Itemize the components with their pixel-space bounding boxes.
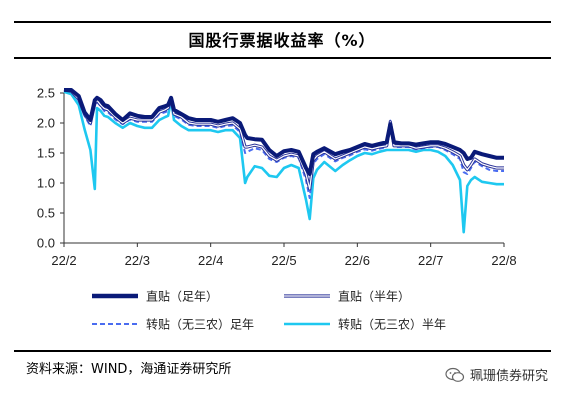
x-tick-label: 22/8	[491, 253, 516, 268]
bottom-rule	[14, 350, 551, 352]
watermark-text: 珮珊债券研究	[469, 369, 548, 384]
x-tick-label: 22/6	[345, 253, 370, 268]
x-tick-label: 22/2	[51, 253, 76, 268]
x-tick-label: 22/4	[198, 253, 223, 268]
series-line	[63, 90, 504, 234]
y-tick-label: 1.0	[37, 176, 55, 191]
source-note: 资料来源：WIND，海通证券研究所	[26, 362, 232, 377]
legend-label: 直贴（足年）	[146, 290, 218, 304]
x-tick-label: 22/5	[271, 253, 296, 268]
series-line	[64, 88, 504, 176]
y-tick-label: 0.0	[37, 236, 55, 251]
series-line-inner	[63, 89, 504, 190]
watermark: 珮珊债券研究	[445, 365, 548, 384]
series-line-outer	[63, 88, 504, 191]
legend-label: 转贴（无三农）足年	[146, 317, 254, 332]
x-tick-label: 22/7	[418, 253, 443, 268]
y-tick-label: 1.5	[37, 146, 55, 161]
wechat-icon	[445, 367, 465, 382]
title-rule	[14, 57, 551, 59]
legend-label: 转贴（无三农）半年	[338, 317, 446, 332]
legend-label: 直贴（半年）	[338, 290, 410, 304]
line-chart: 0.0 0.5 1.0 1.5 2.0 2.5 22/2 22/3 22/4 22/5 22/6 22…	[37, 86, 517, 332]
y-tick-label: 2.5	[37, 86, 55, 101]
y-tick-label: 0.5	[37, 206, 55, 221]
top-rule	[14, 21, 551, 23]
y-tick-label: 2.0	[37, 116, 55, 131]
chart-title: 国股行票据收益率（%）	[188, 31, 376, 50]
x-tick-label: 22/3	[125, 253, 150, 268]
